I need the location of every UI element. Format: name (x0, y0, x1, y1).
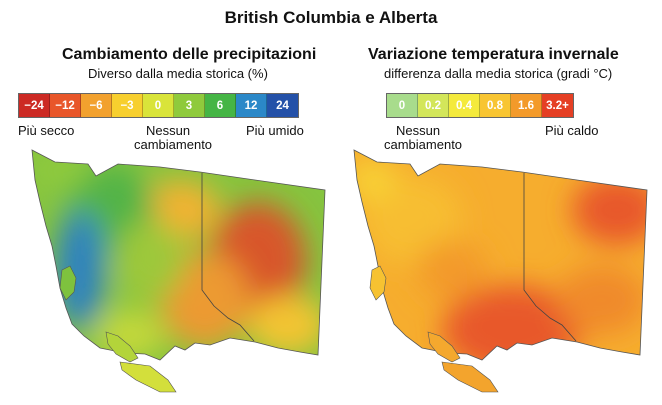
precip-low-label: Più secco (18, 123, 75, 138)
precip-legend-swatch-8: 24 (267, 94, 298, 117)
precip-map (0, 140, 330, 405)
precip-legend-swatch-7: 12 (236, 94, 267, 117)
precip-legend-swatch-2: −6 (81, 94, 112, 117)
temp-legend-swatch-0: 0 (387, 94, 418, 117)
main-title: British Columbia e Alberta (224, 8, 438, 27)
temp-subtitle: differenza dalla media storica (gradi °C… (384, 66, 613, 81)
temp-legend: 0 0.2 0.4 0.8 1.6 3.2+ (386, 93, 574, 118)
temp-title: Variazione temperatura invernale (368, 46, 619, 63)
precip-legend-swatch-4: 0 (143, 94, 174, 117)
precip-mid-label-line1: Nessun (146, 123, 191, 138)
temp-legend-swatch-1: 0.2 (418, 94, 449, 117)
precip-mid-label-line2: cambiamento (134, 137, 213, 152)
precip-legend-swatch-1: −12 (50, 94, 81, 117)
temp-legend-swatch-3: 0.8 (480, 94, 511, 117)
temp-low-label-line2: cambiamento (384, 137, 463, 152)
temp-legend-swatch-2: 0.4 (449, 94, 480, 117)
precip-high-label: Più umido (246, 123, 304, 138)
precip-legend-swatch-6: 6 (205, 94, 236, 117)
precip-legend-swatch-0: −24 (19, 94, 50, 117)
temp-legend-swatch-5: 3.2+ (542, 94, 573, 117)
temp-high-label: Più caldo (545, 123, 599, 138)
temp-legend-swatch-4: 1.6 (511, 94, 542, 117)
temp-map (332, 140, 662, 405)
precip-subtitle: Diverso dalla media storica (%) (88, 66, 268, 81)
temp-low-label-line1: Nessun (396, 123, 441, 138)
precip-legend-swatch-5: 3 (174, 94, 205, 117)
precip-title: Cambiamento delle precipitazioni (62, 46, 317, 63)
precip-legend-swatch-3: −3 (112, 94, 143, 117)
precip-legend: −24 −12 −6 −3 0 3 6 12 24 (18, 93, 299, 118)
